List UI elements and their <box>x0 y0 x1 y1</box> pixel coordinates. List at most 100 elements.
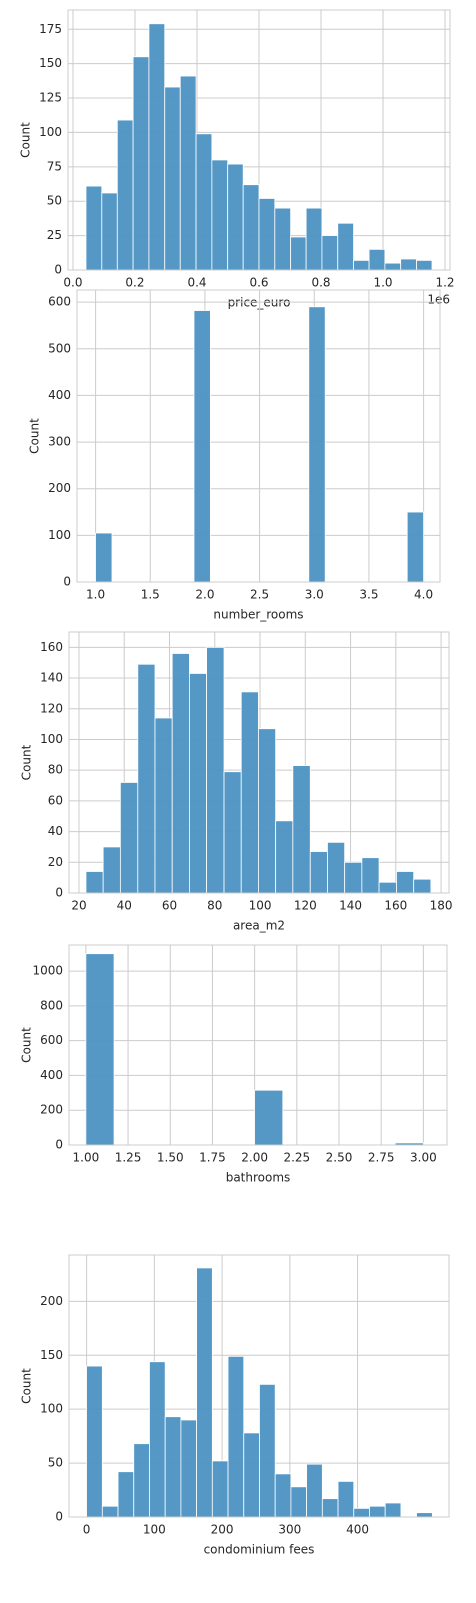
bar <box>193 310 211 583</box>
bar <box>227 1355 245 1518</box>
y-axis-label: Count <box>20 1027 34 1063</box>
bar <box>85 953 115 1146</box>
bar <box>305 207 323 271</box>
x-tick-label: 2.75 <box>368 1151 395 1165</box>
bar <box>344 861 363 894</box>
x-tick-label: 140 <box>339 899 362 913</box>
y-tick-label: 0 <box>63 575 71 589</box>
bar <box>223 771 242 894</box>
y-tick-label: 25 <box>47 228 62 242</box>
bar <box>290 1486 308 1518</box>
bar <box>180 1419 198 1518</box>
bar <box>137 663 156 894</box>
y-tick-label: 50 <box>48 1456 63 1470</box>
bar <box>258 728 277 894</box>
y-axis-label: Count <box>19 122 33 158</box>
y-tick-label: 140 <box>40 671 63 685</box>
bar <box>337 1481 355 1518</box>
bar <box>321 1498 339 1518</box>
x-tick-label: 180 <box>430 899 453 913</box>
x-tick-label: 2.25 <box>283 1151 310 1165</box>
x-tick-label: 2.50 <box>326 1151 353 1165</box>
y-tick-label: 120 <box>40 701 63 715</box>
bar <box>416 259 433 271</box>
y-tick-label: 800 <box>40 998 63 1012</box>
x-tick-label: 80 <box>207 899 222 913</box>
x-tick-label: 1.25 <box>115 1151 142 1165</box>
y-tick-label: 175 <box>39 22 62 36</box>
x-tick-label: 20 <box>71 899 86 913</box>
y-tick-label: 40 <box>48 824 63 838</box>
bar <box>148 23 166 271</box>
y-tick-label: 0 <box>54 263 62 277</box>
bar <box>274 207 292 271</box>
x-tick-label: 400 <box>346 1523 369 1537</box>
x-tick-label: 0.6 <box>249 276 268 290</box>
bar <box>337 222 354 271</box>
bar <box>85 185 103 271</box>
bar <box>164 1416 182 1518</box>
bar <box>132 56 150 271</box>
bar <box>102 846 121 894</box>
bar <box>259 1383 276 1518</box>
x-tick-label: 1.0 <box>86 588 105 602</box>
bar <box>309 851 328 894</box>
y-axis-label: Count <box>20 744 34 780</box>
y-tick-label: 125 <box>39 91 62 105</box>
axis-offset: 1e6 <box>427 293 450 307</box>
bar <box>384 262 402 271</box>
x-tick-label: 1.2 <box>435 276 454 290</box>
x-tick-label: 0.0 <box>63 276 82 290</box>
bar <box>119 782 139 894</box>
bar <box>101 192 118 271</box>
bar <box>116 119 134 271</box>
bar <box>416 1512 433 1518</box>
y-tick-label: 0 <box>55 1510 63 1524</box>
y-tick-label: 600 <box>48 295 71 309</box>
y-tick-label: 100 <box>48 528 71 542</box>
bar <box>275 820 294 894</box>
y-tick-label: 100 <box>40 732 63 746</box>
bar <box>254 1089 284 1146</box>
y-tick-label: 100 <box>39 125 62 139</box>
bar <box>369 1505 386 1518</box>
x-tick-label: 0 <box>83 1523 91 1537</box>
y-tick-label: 600 <box>40 1033 63 1047</box>
y-tick-label: 60 <box>48 793 63 807</box>
bar <box>327 841 346 894</box>
x-tick-label: 60 <box>162 899 177 913</box>
bar <box>149 1361 166 1518</box>
bar <box>242 184 260 271</box>
bar <box>384 1502 402 1518</box>
bar <box>321 235 339 271</box>
y-tick-label: 1000 <box>32 964 63 978</box>
plot-frame <box>76 289 441 583</box>
y-tick-label: 200 <box>40 1294 63 1308</box>
y-tick-label: 80 <box>48 763 63 777</box>
x-axis-label: bathrooms <box>226 1171 291 1185</box>
y-tick-label: 20 <box>48 855 63 869</box>
plot-frame <box>68 631 450 894</box>
y-tick-label: 75 <box>47 159 62 173</box>
x-tick-label: 2.0 <box>195 588 214 602</box>
x-tick-label: 160 <box>384 899 407 913</box>
bar <box>368 248 386 271</box>
x-tick-label: 2.00 <box>241 1151 268 1165</box>
bar <box>292 765 311 894</box>
plot-frame <box>67 9 451 271</box>
x-tick-label: 3.0 <box>305 588 324 602</box>
bar <box>189 673 208 894</box>
y-axis-label: Count <box>20 1368 34 1404</box>
y-tick-label: 50 <box>47 194 62 208</box>
bar <box>85 871 104 894</box>
bar <box>274 1473 292 1518</box>
bar <box>413 878 432 894</box>
bar <box>211 159 229 271</box>
y-tick-label: 400 <box>40 1068 63 1082</box>
y-tick-label: 160 <box>40 640 63 654</box>
x-tick-label: 1.75 <box>199 1151 226 1165</box>
bar <box>353 259 370 271</box>
bar <box>306 1463 323 1518</box>
bar <box>378 881 397 894</box>
